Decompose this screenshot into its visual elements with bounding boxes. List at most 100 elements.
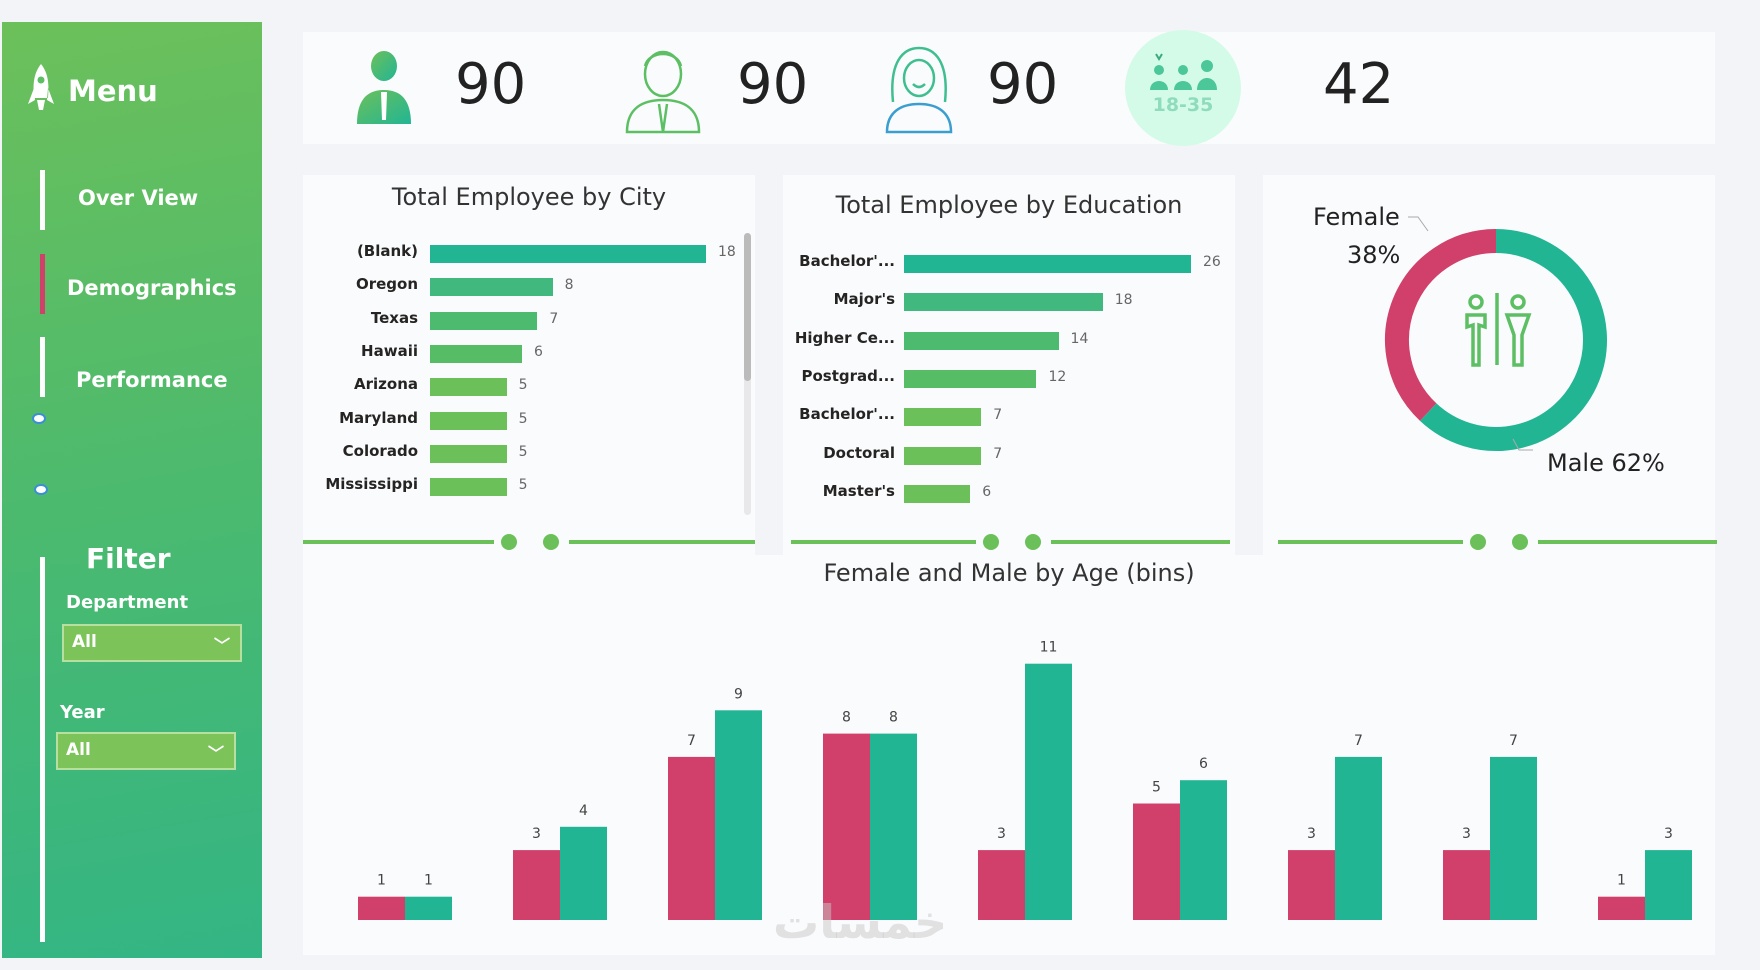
- bar[interactable]: [904, 446, 982, 465]
- male-slice[interactable]: [1420, 229, 1607, 451]
- leader-line: [1512, 438, 1533, 451]
- male-bar[interactable]: [715, 710, 762, 920]
- bar-value: 5: [518, 410, 528, 427]
- female-bar[interactable]: [978, 850, 1025, 920]
- department-dropdown[interactable]: All ﹀: [62, 624, 242, 662]
- bar-value: 5: [518, 443, 528, 460]
- bar[interactable]: [904, 255, 1191, 273]
- female-bar[interactable]: [513, 850, 560, 920]
- bar-value: 6: [534, 343, 543, 360]
- year-dropdown[interactable]: All ﹀: [56, 732, 236, 770]
- bar[interactable]: [904, 369, 1037, 388]
- male-bar[interactable]: [1335, 756, 1382, 920]
- scrollbar[interactable]: [744, 233, 751, 515]
- bar-value: 3: [1462, 826, 1471, 842]
- separator-line: [1050, 540, 1230, 544]
- age-chart-title: Female and Male by Age (bins): [823, 559, 1195, 587]
- bar-value: 3: [1307, 826, 1316, 842]
- bar-value: 6: [982, 483, 992, 500]
- bar-label: Maryland: [339, 408, 418, 427]
- female-bar[interactable]: [1443, 850, 1490, 920]
- age-group-icon: [1150, 53, 1217, 90]
- age-group-badge: 18-35: [1125, 30, 1241, 146]
- female-bar[interactable]: [358, 896, 405, 920]
- nav-demographics[interactable]: Demographics: [67, 276, 237, 300]
- female-slice[interactable]: [1385, 229, 1497, 421]
- male-percent-label: Male 62%: [1547, 449, 1665, 477]
- bar-value: 7: [1509, 733, 1518, 749]
- gender-icon: [1465, 293, 1532, 367]
- female-bar[interactable]: [1288, 850, 1335, 920]
- bar[interactable]: [904, 331, 1059, 350]
- bar-label: Postgrad...: [801, 366, 896, 385]
- male-bar[interactable]: [1180, 780, 1227, 920]
- bar-value: 6: [1199, 756, 1208, 772]
- bar-label: (Blank): [356, 242, 418, 260]
- bar[interactable]: [430, 344, 522, 363]
- gender-donut-chart: [1385, 216, 1607, 451]
- city-chart-title: Total Employee by City: [391, 183, 667, 211]
- bar-value: 12: [1048, 368, 1067, 385]
- slider-handle[interactable]: [34, 484, 48, 495]
- page-dot[interactable]: [501, 534, 517, 550]
- female-bar[interactable]: [1598, 896, 1645, 920]
- male-bar[interactable]: [405, 896, 452, 920]
- male-bar[interactable]: [1025, 663, 1072, 920]
- bar[interactable]: [904, 293, 1103, 312]
- bar-value: 8: [842, 710, 851, 726]
- department-value: All: [72, 632, 97, 652]
- nav-performance[interactable]: Performance: [76, 368, 228, 392]
- bar-value: 8: [564, 277, 574, 294]
- kpi-age-18-35: 42: [1323, 52, 1395, 117]
- bar[interactable]: [904, 484, 971, 503]
- scrollbar-thumb[interactable]: [744, 233, 751, 381]
- bar[interactable]: [430, 278, 553, 297]
- bar-value: 5: [518, 477, 528, 494]
- page-dot[interactable]: [1024, 534, 1041, 550]
- slider-handle[interactable]: [32, 413, 46, 424]
- bar-value: 7: [549, 310, 559, 327]
- bar[interactable]: [904, 408, 982, 427]
- bar[interactable]: [430, 245, 706, 263]
- watermark: خمسات: [773, 895, 948, 949]
- bar-value: 18: [1114, 292, 1133, 309]
- female-bar[interactable]: [823, 733, 870, 920]
- page-dot[interactable]: [1469, 534, 1486, 550]
- bar[interactable]: [430, 378, 507, 397]
- bar-label: Doctoral: [823, 443, 895, 462]
- employee-icon: [357, 51, 411, 124]
- bar-value: 18: [718, 244, 736, 260]
- menu-title: Menu: [68, 74, 158, 108]
- bar[interactable]: [430, 444, 507, 463]
- page-dot[interactable]: [543, 534, 559, 550]
- bar-label: Master's: [822, 481, 895, 500]
- chevron-down-icon: ﹀: [213, 636, 230, 655]
- filter-title: Filter: [86, 542, 171, 575]
- page-dot[interactable]: [1511, 534, 1528, 550]
- kpi-card: 90 90 90 18-35 42: [303, 30, 1715, 146]
- page-dot[interactable]: [982, 534, 999, 550]
- nav-indicator: [40, 170, 45, 230]
- bar-value: 9: [734, 686, 743, 702]
- male-bar[interactable]: [870, 733, 917, 920]
- bar[interactable]: [430, 478, 507, 497]
- bar[interactable]: [430, 311, 538, 330]
- male-bar[interactable]: [1645, 850, 1692, 920]
- female-bar[interactable]: [668, 756, 715, 920]
- bar-value: 1: [424, 873, 433, 889]
- female-icon: [885, 46, 953, 134]
- male-bar[interactable]: [1490, 756, 1537, 920]
- bar-label: Texas: [370, 308, 418, 327]
- male-icon: [625, 50, 701, 134]
- bar-value: 3: [997, 826, 1006, 842]
- bar-value: 1: [1617, 873, 1626, 889]
- female-percent-label: 38%: [1347, 241, 1401, 269]
- filter-divider: [40, 557, 45, 942]
- female-bar[interactable]: [1133, 803, 1180, 921]
- year-value: All: [66, 740, 91, 760]
- male-bar[interactable]: [560, 826, 607, 920]
- bar[interactable]: [430, 411, 507, 430]
- nav-over-view[interactable]: Over View: [78, 186, 199, 210]
- separator-line: [1278, 540, 1463, 544]
